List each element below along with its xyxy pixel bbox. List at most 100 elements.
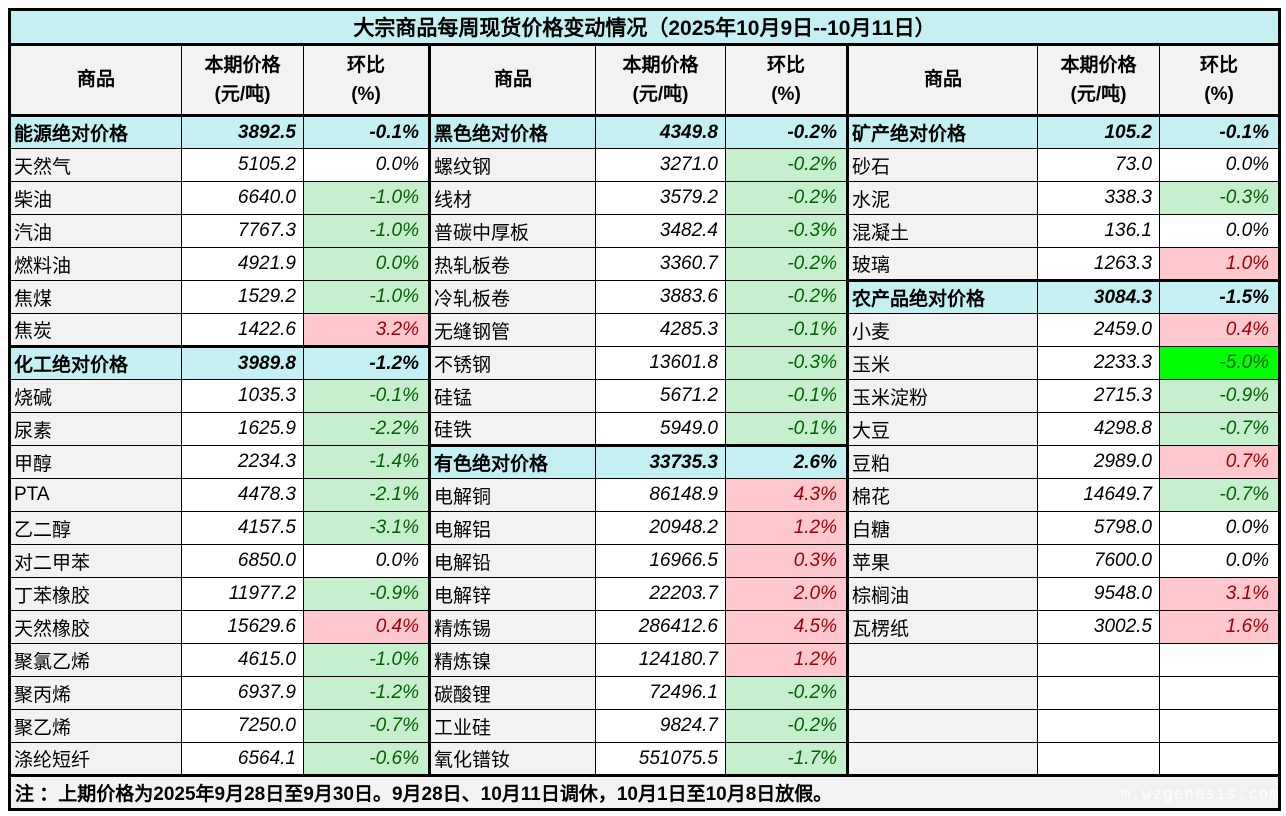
pct-cell: 1.0%: [1158, 247, 1281, 281]
pct-cell: -1.0%: [303, 643, 430, 677]
pct-cell: -0.2%: [725, 148, 848, 182]
pct-cell: -0.1%: [303, 379, 430, 413]
commodity-cell: [846, 643, 1038, 677]
commodity-cell: 硅锰: [428, 379, 596, 413]
commodity-cell: 汽油: [9, 214, 182, 248]
table-row: 焦炭 1422.6 3.2% 无缝钢管 4285.3 -0.1% 小麦 2459.0 0.4%: [9, 313, 1281, 347]
commodity-cell: 玉米: [846, 346, 1038, 380]
price-cell: 4478.3: [181, 478, 304, 512]
commodity-cell: 瓦楞纸: [846, 610, 1038, 644]
pct-cell: -1.5%: [1158, 279, 1281, 314]
pct-cell: 1.2%: [725, 643, 848, 677]
col-header-commodity-2: 商品: [428, 44, 596, 117]
table-row: 对二甲苯 6850.0 0.0% 电解铅 16966.5 0.3% 苹果 7600.0 0.0%: [9, 544, 1281, 578]
commodity-cell: 砂石: [846, 148, 1038, 182]
price-cell: 3579.2: [595, 181, 726, 215]
commodity-cell: 化工绝对价格: [9, 345, 182, 380]
price-cell: 86148.9: [595, 478, 726, 512]
price-table: 大宗商品每周现货价格变动情况（2025年10月9日--10月11日） 商品 本期…: [8, 8, 1282, 811]
price-cell: 5949.0: [595, 412, 726, 446]
table-row: 天然气 5105.2 0.0% 螺纹钢 3271.0 -0.2% 砂石 73.0 0.0%: [9, 148, 1281, 182]
commodity-cell: 黑色绝对价格: [428, 114, 596, 149]
commodity-cell: 烧碱: [9, 379, 182, 413]
price-cell: 72496.1: [595, 676, 726, 710]
pct-cell: -0.1%: [303, 114, 430, 149]
table-row: 天然橡胶 15629.6 0.4% 精炼锡 286412.6 4.5% 瓦楞纸 3002.5 1…: [9, 610, 1281, 644]
pct-cell: -1.0%: [303, 280, 430, 314]
pct-cell: -1.0%: [303, 214, 430, 248]
title-row: 大宗商品每周现货价格变动情况（2025年10月9日--10月11日）: [8, 9, 1281, 46]
pct-cell: -0.1%: [1158, 114, 1281, 149]
pct-cell: -1.2%: [303, 676, 430, 710]
pct-cell: 0.7%: [1158, 445, 1281, 479]
commodity-cell: 能源绝对价格: [9, 114, 182, 149]
commodity-cell: 聚乙烯: [9, 709, 182, 743]
pct-cell: -0.7%: [1158, 412, 1281, 446]
commodity-cell: PTA: [9, 478, 182, 512]
pct-cell: 0.0%: [1158, 148, 1281, 182]
pct-cell: -0.9%: [1158, 379, 1281, 413]
table-row: 乙二醇 4157.5 -3.1% 电解铝 20948.2 1.2% 白糖 5798.0 0.0%: [9, 511, 1281, 545]
price-cell: 3084.3: [1037, 279, 1160, 314]
price-cell: 4615.0: [181, 643, 304, 677]
commodity-cell: 无缝钢管: [428, 313, 596, 347]
pct-cell: 3.2%: [303, 313, 430, 347]
price-header-line2: (元/吨): [632, 84, 689, 105]
commodity-cell: 小麦: [846, 313, 1038, 347]
commodity-cell: 工业硅: [428, 709, 596, 743]
pct-cell: 3.1%: [1158, 577, 1281, 611]
price-cell: 73.0: [1037, 148, 1160, 182]
price-header-line1: 本期价格: [204, 54, 281, 76]
pct-cell: -0.2%: [725, 280, 848, 314]
commodity-cell: 电解锌: [428, 577, 596, 611]
commodity-cell: 线材: [428, 181, 596, 215]
price-cell: 136.1: [1037, 214, 1160, 248]
price-cell: 3883.6: [595, 280, 726, 314]
commodity-cell: [846, 709, 1038, 743]
commodity-cell: 氧化镨钕: [428, 742, 596, 776]
commodity-cell: 焦煤: [9, 280, 182, 314]
price-cell: 33735.3: [595, 444, 726, 479]
table-row: 聚氯乙烯 4615.0 -1.0% 精炼镍 124180.7 1.2%: [9, 643, 1281, 677]
commodity-cell: 混凝土: [846, 214, 1038, 248]
price-header-line2: (元/吨): [1070, 84, 1127, 105]
price-cell: 1625.9: [181, 412, 304, 446]
price-cell: 338.3: [1037, 181, 1160, 215]
price-cell: 1529.2: [181, 280, 304, 314]
price-cell: 105.2: [1037, 114, 1160, 149]
note-row: 注 ：上期价格为2025年9月28日至9月30日。9月28日、10月11日调休，…: [8, 774, 1281, 810]
price-cell: [1037, 676, 1160, 710]
table-row: 能源绝对价格 3892.5 -0.1% 黑色绝对价格 4349.8 -0.2% 矿产绝对价格…: [9, 114, 1281, 149]
pct-cell: -0.1%: [725, 379, 848, 413]
commodity-cell: 矿产绝对价格: [846, 114, 1038, 149]
pct-header-line2: (%): [1204, 84, 1234, 105]
price-cell: 551075.5: [595, 742, 726, 776]
commodity-cell: 天然气: [9, 148, 182, 182]
commodity-cell: 碳酸锂: [428, 676, 596, 710]
commodity-cell: 电解铅: [428, 544, 596, 578]
price-cell: 3892.5: [181, 114, 304, 149]
footnote-cell: 注 ：上期价格为2025年9月28日至9月30日。9月28日、10月11日调休，…: [8, 774, 1281, 810]
table-row: 化工绝对价格 3989.8 -1.2% 不锈钢 13601.8 -0.3% 玉米 2233.3…: [9, 345, 1281, 380]
table-row: 丁苯橡胶 11977.2 -0.9% 电解锌 22203.7 2.0% 棕榈油 9548.0 3…: [9, 577, 1281, 611]
pct-cell: 0.0%: [303, 544, 430, 578]
price-cell: 13601.8: [595, 346, 726, 380]
pct-cell: 2.6%: [725, 444, 848, 479]
pct-cell: 4.3%: [725, 478, 848, 512]
price-cell: 3989.8: [181, 345, 304, 380]
price-cell: 3482.4: [595, 214, 726, 248]
pct-cell: 1.2%: [725, 511, 848, 545]
pct-cell: [1158, 643, 1281, 677]
col-header-pct-2: 环比 (%): [725, 44, 848, 117]
price-cell: 16966.5: [595, 544, 726, 578]
commodity-cell: 普碳中厚板: [428, 214, 596, 248]
pct-header-line1: 环比: [766, 54, 805, 76]
price-cell: 5671.2: [595, 379, 726, 413]
price-cell: 20948.2: [595, 511, 726, 545]
pct-cell: -1.0%: [303, 181, 430, 215]
pct-cell: [1158, 676, 1281, 710]
col-header-price-3: 本期价格 (元/吨): [1037, 44, 1160, 117]
price-cell: 4285.3: [595, 313, 726, 347]
col-header-commodity-3: 商品: [846, 44, 1038, 117]
commodity-cell: 热轧板卷: [428, 247, 596, 281]
